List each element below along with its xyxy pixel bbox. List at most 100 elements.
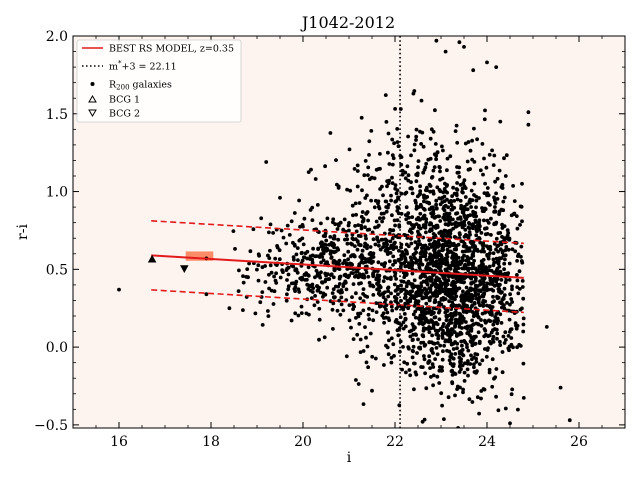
galaxy-point <box>379 262 384 267</box>
galaxy-point <box>358 337 363 342</box>
galaxy-point <box>446 333 450 337</box>
galaxy-point <box>386 352 391 357</box>
galaxy-point <box>513 249 518 254</box>
galaxy-point <box>447 211 452 216</box>
galaxy-point <box>433 142 438 146</box>
galaxy-point <box>421 333 425 338</box>
galaxy-point <box>461 289 465 294</box>
galaxy-point <box>485 281 490 286</box>
galaxy-point <box>435 185 440 190</box>
galaxy-point <box>438 283 443 287</box>
galaxy-point <box>470 343 475 348</box>
galaxy-point <box>380 219 384 224</box>
galaxy-point <box>452 222 457 226</box>
galaxy-point <box>422 213 427 218</box>
galaxy-point <box>381 295 386 300</box>
galaxy-point <box>256 252 261 257</box>
galaxy-point <box>436 328 441 333</box>
galaxy-point <box>445 247 450 252</box>
galaxy-point <box>274 271 278 276</box>
galaxy-point <box>418 189 423 194</box>
galaxy-point <box>423 225 428 230</box>
galaxy-point <box>366 173 370 178</box>
galaxy-point <box>345 237 350 242</box>
galaxy-point <box>266 309 270 313</box>
galaxy-point <box>499 301 504 306</box>
galaxy-point <box>460 224 465 228</box>
x-tick-label: 24 <box>478 434 496 450</box>
galaxy-point <box>476 315 481 320</box>
galaxy-point <box>478 168 483 173</box>
galaxy-point <box>463 340 467 345</box>
galaxy-point <box>428 429 432 433</box>
galaxy-point <box>393 223 397 228</box>
galaxy-point <box>410 215 415 220</box>
galaxy-point <box>405 251 409 256</box>
galaxy-point <box>477 362 482 366</box>
galaxy-point <box>505 228 510 233</box>
galaxy-point <box>480 142 485 146</box>
galaxy-point <box>416 159 421 164</box>
galaxy-point <box>306 170 311 175</box>
galaxy-point <box>286 272 291 277</box>
galaxy-point <box>367 139 372 144</box>
galaxy-point <box>378 152 382 156</box>
galaxy-point <box>454 276 458 281</box>
galaxy-point <box>450 242 455 247</box>
galaxy-point <box>520 181 524 186</box>
galaxy-point <box>367 153 371 157</box>
galaxy-point <box>431 365 436 369</box>
galaxy-point <box>474 205 478 210</box>
galaxy-point <box>488 203 492 207</box>
galaxy-point <box>421 340 426 345</box>
galaxy-point <box>463 215 467 220</box>
galaxy-point <box>271 302 276 306</box>
galaxy-point <box>404 205 409 210</box>
galaxy-point <box>301 242 306 247</box>
galaxy-point <box>439 391 444 396</box>
galaxy-point <box>323 164 327 169</box>
x-tick-label: 22 <box>386 434 404 450</box>
galaxy-point <box>418 345 422 350</box>
galaxy-point <box>467 221 471 225</box>
galaxy-point <box>420 216 425 221</box>
galaxy-point <box>273 256 278 261</box>
galaxy-point <box>331 327 335 331</box>
galaxy-point <box>342 217 347 222</box>
galaxy-point <box>361 349 366 353</box>
galaxy-point <box>443 203 448 208</box>
galaxy-point <box>508 327 513 332</box>
galaxy-point <box>320 280 324 285</box>
galaxy-point <box>345 241 350 246</box>
y-tick-label: 0.5 <box>46 262 68 278</box>
galaxy-point <box>403 191 407 196</box>
x-tick-label: 18 <box>202 434 220 450</box>
galaxy-point <box>424 288 429 293</box>
galaxy-point <box>499 278 504 282</box>
galaxy-point <box>438 177 442 182</box>
galaxy-point <box>444 262 448 267</box>
galaxy-point <box>348 188 353 193</box>
galaxy-point <box>466 359 470 363</box>
galaxy-point <box>441 328 445 333</box>
galaxy-point <box>437 308 442 313</box>
galaxy-point <box>447 313 452 318</box>
galaxy-point <box>295 246 300 251</box>
galaxy-point <box>305 282 310 287</box>
galaxy-point <box>482 191 487 196</box>
galaxy-point <box>367 317 372 322</box>
galaxy-point <box>472 126 476 131</box>
galaxy-point <box>443 222 448 227</box>
galaxy-point <box>356 382 361 386</box>
galaxy-point <box>389 291 393 296</box>
galaxy-point <box>500 186 505 190</box>
galaxy-point <box>405 361 410 366</box>
galaxy-point <box>335 227 340 231</box>
galaxy-point <box>490 384 495 389</box>
galaxy-point <box>466 348 471 353</box>
galaxy-point <box>471 68 476 73</box>
galaxy-point <box>376 167 381 171</box>
galaxy-point <box>472 365 476 370</box>
galaxy-point <box>445 348 449 353</box>
galaxy-point <box>331 220 335 225</box>
